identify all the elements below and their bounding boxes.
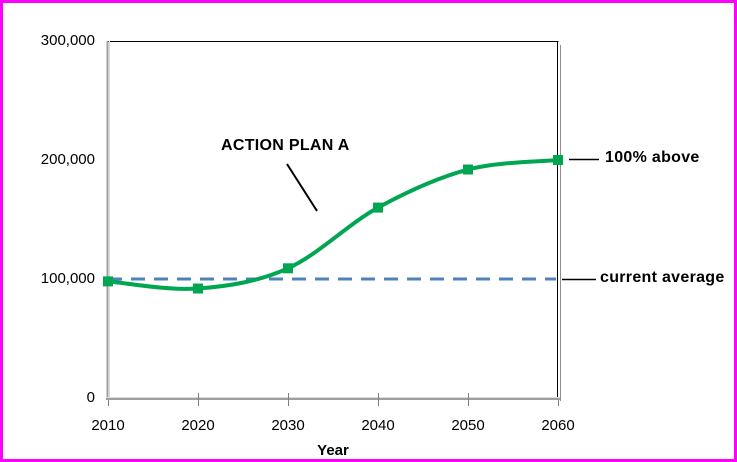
annotation-leader-lines [562,158,599,281]
series-line [106,158,560,291]
x-axis-label: 2040 [361,417,395,434]
x-axis-label: 2020 [181,417,215,434]
x-axis-label: 2060 [541,417,575,434]
chart-canvas [103,41,599,406]
data-point-marker [193,283,203,294]
y-axis-label: 200,000 [40,151,95,168]
x-axis-line [106,397,560,400]
annotation-current-average: current average [600,269,725,286]
y-axis-label: 100,000 [40,270,95,287]
y-axis-line [106,41,110,399]
x-axis-title: Year [317,442,349,459]
chart-series-layer [103,155,563,294]
data-point-marker [373,202,383,213]
x-axis-label: 2010 [91,417,125,434]
annotation-callout-line [286,163,318,212]
plot-area-border [107,41,561,401]
data-point-marker [553,155,563,165]
annotation-100-above: 100% above [605,149,700,166]
data-point-marker [103,276,113,287]
data-point-marker [283,263,293,274]
x-axis-label: 2030 [271,417,305,434]
annotation-series-name: ACTION PLAN A [221,137,350,154]
data-point-marker [463,164,473,175]
y-axis-label: 0 [86,389,95,406]
x-axis-label: 2050 [451,417,485,434]
x-axis-ticks [108,393,559,406]
y-axis-label: 300,000 [40,32,95,49]
